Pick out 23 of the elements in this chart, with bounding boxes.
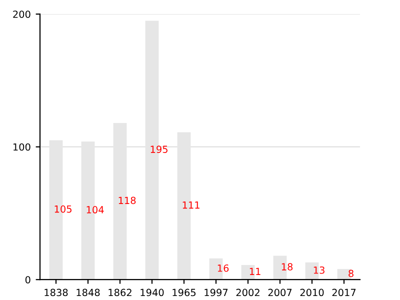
x-tick-label: 2017 [332, 288, 356, 296]
data-label: 8 [348, 270, 354, 278]
x-tick-label: 1848 [76, 288, 100, 296]
data-label: 118 [118, 196, 136, 204]
x-tick-label: 2010 [300, 288, 324, 296]
x-tick-label: 2002 [236, 288, 260, 296]
data-label: 104 [86, 206, 104, 214]
x-tick-label: 1965 [172, 288, 196, 296]
x-tick-label: 1838 [44, 288, 68, 296]
y-tick-label: 200 [13, 10, 30, 18]
x-tick-label: 1862 [108, 288, 132, 296]
x-tick-label: 1940 [140, 288, 164, 296]
y-tick-label: 100 [13, 143, 30, 151]
x-tick-label: 1997 [204, 288, 228, 296]
data-label: 16 [218, 264, 229, 272]
data-label: 18 [282, 263, 293, 270]
data-label: 11 [250, 268, 260, 275]
y-tick-label: 0 [25, 276, 30, 284]
x-tick-label: 2007 [268, 288, 292, 296]
data-label: 13 [314, 266, 324, 274]
data-label: 105 [54, 205, 72, 213]
data-label: 195 [150, 146, 168, 153]
data-label: 111 [182, 202, 200, 209]
